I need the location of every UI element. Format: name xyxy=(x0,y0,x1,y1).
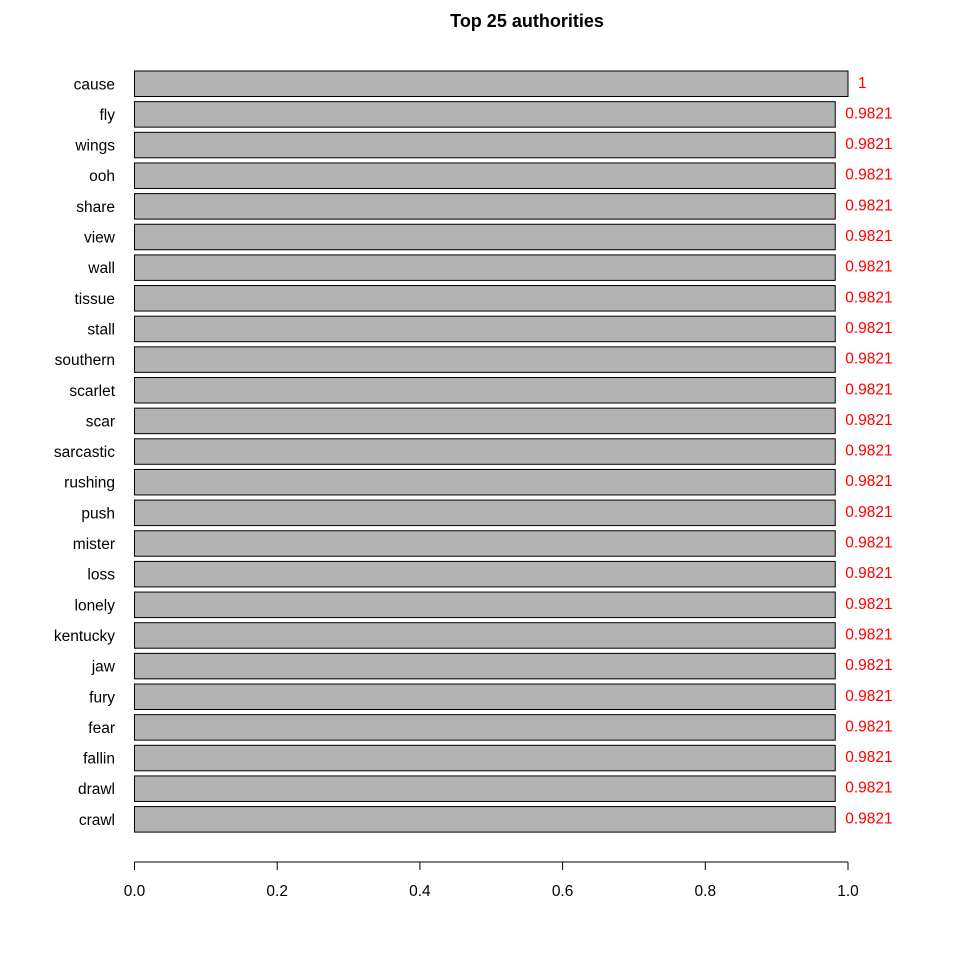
bar-fear xyxy=(134,714,836,741)
category-label-scar: scar xyxy=(86,413,115,430)
category-label-sarcastic: sarcastic xyxy=(54,444,115,461)
category-label-fallin: fallin xyxy=(83,751,115,768)
category-label-fly: fly xyxy=(100,107,116,124)
category-label-southern: southern xyxy=(55,352,115,369)
category-label-jaw: jaw xyxy=(91,659,116,676)
bar-wall xyxy=(134,254,836,281)
bar-loss xyxy=(134,560,836,588)
value-label-ooh: 0.9821 xyxy=(845,167,892,184)
value-label-share: 0.9821 xyxy=(845,197,892,214)
bar-tissue xyxy=(134,285,836,312)
value-label-lonely: 0.9821 xyxy=(845,596,892,613)
bar-push xyxy=(134,499,836,527)
value-label-southern: 0.9821 xyxy=(845,351,892,368)
category-label-scarlet: scarlet xyxy=(69,383,115,400)
bar-sarcastic xyxy=(134,438,836,465)
x-tick-label-0.8: 0.8 xyxy=(695,883,717,900)
bar-scarlet xyxy=(134,377,836,404)
value-label-fear: 0.9821 xyxy=(845,718,892,735)
category-label-lonely: lonely xyxy=(75,597,116,614)
category-label-crawl: crawl xyxy=(79,812,115,829)
bar-drawl xyxy=(134,775,836,802)
category-label-share: share xyxy=(76,199,115,216)
bar-lonely xyxy=(134,591,836,619)
value-label-scarlet: 0.9821 xyxy=(845,381,892,398)
category-label-loss: loss xyxy=(87,567,115,584)
bars-group xyxy=(134,70,849,833)
x-tick-label-0.4: 0.4 xyxy=(409,883,431,900)
category-labels: cause fly wings ooh share view wall tissue stall… xyxy=(54,76,116,829)
bar-scar xyxy=(134,407,836,435)
value-label-wings: 0.9821 xyxy=(845,136,892,153)
x-tick-label-1.0: 1.0 xyxy=(837,883,859,900)
category-label-fury: fury xyxy=(89,689,115,706)
category-label-fear: fear xyxy=(88,720,115,737)
category-label-stall: stall xyxy=(87,321,115,338)
value-label-crawl: 0.9821 xyxy=(845,810,892,827)
bar-crawl xyxy=(134,806,836,833)
bar-cause xyxy=(134,70,849,97)
bar-view xyxy=(134,223,836,251)
value-label-view: 0.9821 xyxy=(845,228,892,245)
value-label-sarcastic: 0.9821 xyxy=(845,443,892,460)
x-axis: 0.0 0.2 0.4 0.6 0.8 1.0 xyxy=(124,861,859,900)
bar-mister xyxy=(134,530,836,557)
value-label-cause: 1 xyxy=(858,75,867,92)
bar-ooh xyxy=(134,162,836,189)
bar-fury xyxy=(134,683,836,710)
bar-stall xyxy=(134,315,836,343)
bar-rushing xyxy=(134,468,836,496)
bar-wings xyxy=(134,131,836,159)
category-label-wall: wall xyxy=(87,260,115,277)
category-label-wings: wings xyxy=(74,138,115,155)
value-label-fly: 0.9821 xyxy=(845,105,892,122)
value-labels: 1 0.9821 0.9821 0.9821 0.9821 0.9821 0.9821 0.9… xyxy=(845,75,892,828)
value-label-jaw: 0.9821 xyxy=(845,657,892,674)
bar-southern xyxy=(134,346,836,373)
bar-fallin xyxy=(134,744,836,772)
category-label-view: view xyxy=(84,230,116,247)
bar-share xyxy=(134,193,836,220)
category-label-mister: mister xyxy=(73,536,115,553)
category-label-tissue: tissue xyxy=(75,291,116,308)
value-label-rushing: 0.9821 xyxy=(845,473,892,490)
value-label-scar: 0.9821 xyxy=(845,412,892,429)
category-label-push: push xyxy=(81,505,115,522)
category-label-rushing: rushing xyxy=(64,475,115,492)
bar-fly xyxy=(134,101,836,128)
value-label-mister: 0.9821 xyxy=(845,535,892,552)
value-label-fury: 0.9821 xyxy=(845,688,892,705)
value-label-wall: 0.9821 xyxy=(845,259,892,276)
x-tick-label-0.2: 0.2 xyxy=(266,883,288,900)
bar-kentucky xyxy=(134,622,836,649)
category-label-drawl: drawl xyxy=(78,781,115,798)
x-tick-label-0.0: 0.0 xyxy=(124,883,146,900)
category-label-cause: cause xyxy=(74,76,115,93)
value-label-kentucky: 0.9821 xyxy=(845,626,892,643)
bar-jaw xyxy=(134,652,836,680)
category-label-ooh: ooh xyxy=(89,168,115,185)
value-label-loss: 0.9821 xyxy=(845,565,892,582)
x-tick-label-0.6: 0.6 xyxy=(552,883,574,900)
value-label-drawl: 0.9821 xyxy=(845,780,892,797)
value-label-push: 0.9821 xyxy=(845,504,892,521)
value-label-stall: 0.9821 xyxy=(845,320,892,337)
chart-title: Top 25 authorities xyxy=(450,11,604,31)
value-label-fallin: 0.9821 xyxy=(845,749,892,766)
value-label-tissue: 0.9821 xyxy=(845,289,892,306)
category-label-kentucky: kentucky xyxy=(54,628,115,645)
